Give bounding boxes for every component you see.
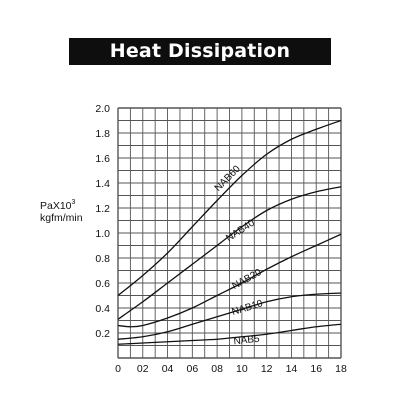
x-tick-label: 08 <box>211 363 223 375</box>
y-tick-label: 0.8 <box>95 253 110 265</box>
y-axis-label-base: PaX10 <box>40 200 72 212</box>
y-tick-label: 2.0 <box>95 103 110 115</box>
x-tick-label: 0 <box>115 363 121 375</box>
x-tick-labels: 0 02 04 06 08 10 12 14 16 18 <box>115 363 347 375</box>
chart-title: Heat Dissipation <box>69 38 331 65</box>
y-axis-label-exponent: 3 <box>71 199 76 206</box>
x-tick-label: 16 <box>310 363 322 375</box>
x-tick-label: 06 <box>186 363 198 375</box>
y-tick-label: 1.8 <box>95 128 110 140</box>
x-tick-label: 14 <box>286 363 298 375</box>
y-tick-label: 1.0 <box>95 228 110 240</box>
x-tick-label: 10 <box>236 363 248 375</box>
y-tick-label: 1.2 <box>95 203 110 215</box>
series-line-nab20 <box>117 233 342 328</box>
y-tick-labels: 0.2 0.4 0.6 0.8 1.0 1.2 1.4 1.6 1.8 2.0 <box>95 103 110 340</box>
y-axis-label: PaX103 kgfm/min <box>40 197 83 224</box>
series-line-nab10 <box>117 292 342 340</box>
x-tick-label: 18 <box>335 363 347 375</box>
y-tick-label: 0.2 <box>95 328 110 340</box>
y-tick-label: 1.6 <box>95 153 110 165</box>
x-tick-label: 04 <box>162 363 174 375</box>
y-tick-label: 0.4 <box>95 303 110 315</box>
series-label-nab5: NAB5 <box>233 334 261 348</box>
grid <box>117 107 342 359</box>
x-tick-label: 12 <box>261 363 273 375</box>
y-axis-label-unit: kgfm/min <box>40 212 83 224</box>
series-line-nab40 <box>117 186 342 320</box>
series-label-nab10: NAB10 <box>231 298 265 318</box>
x-tick-label: 02 <box>137 363 149 375</box>
series-line-nab60 <box>117 119 342 297</box>
y-tick-label: 0.6 <box>95 278 110 290</box>
series-line-nab5 <box>117 323 342 345</box>
y-tick-label: 1.4 <box>95 178 110 190</box>
series-lines <box>117 119 342 345</box>
